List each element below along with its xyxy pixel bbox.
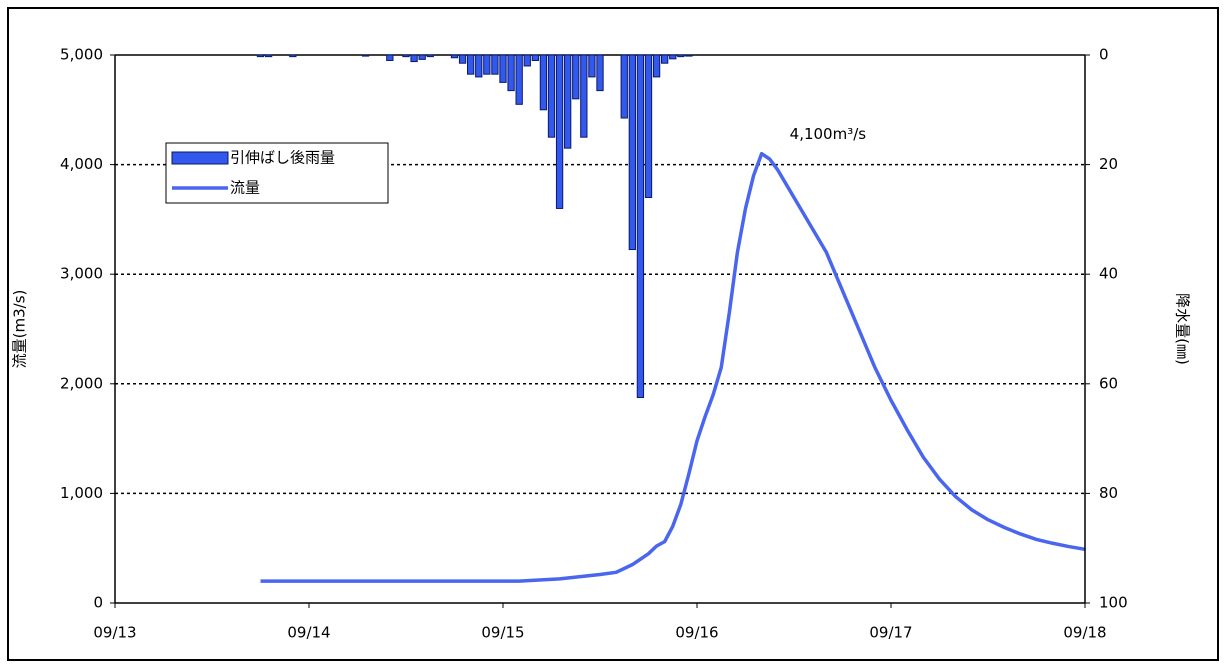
rain-bar xyxy=(564,54,572,149)
x-tick-label: 09/18 xyxy=(1063,624,1106,642)
rain-bar xyxy=(669,54,677,60)
rain-bar xyxy=(636,54,645,398)
rain-bar xyxy=(523,54,531,67)
rain-bar xyxy=(491,54,499,75)
y2-tick-label: 100 xyxy=(1099,594,1128,612)
legend-label: 流量 xyxy=(230,179,260,197)
rain-bar xyxy=(475,54,483,78)
rain-bar xyxy=(685,54,693,57)
rain-bar xyxy=(450,54,459,59)
rain-bar xyxy=(652,54,661,78)
rain-bar xyxy=(507,54,515,92)
y-tick-label: 4,000 xyxy=(60,155,103,173)
chart-frame xyxy=(7,7,1219,661)
rain-bar xyxy=(256,54,265,58)
x-tick-label: 09/16 xyxy=(675,624,718,642)
y2-tick-label: 60 xyxy=(1099,374,1118,392)
x-tick-label: 09/14 xyxy=(287,624,330,642)
rain-bar xyxy=(402,54,410,58)
rain-bar xyxy=(547,54,556,138)
x-tick-label: 09/15 xyxy=(481,624,524,642)
y-axis-label: 流量(m3/s) xyxy=(11,290,29,369)
rain-bar xyxy=(386,54,394,61)
y-tick-label: 2,000 xyxy=(60,374,103,392)
legend-label: 引伸ばし後雨量 xyxy=(230,149,335,167)
rain-bar xyxy=(677,54,685,58)
peak-annotation: 4,100m³/s xyxy=(790,125,867,143)
y2-axis-label: 降水量(㎜) xyxy=(1174,293,1192,365)
rain-bar xyxy=(418,54,426,60)
y-tick-label: 3,000 xyxy=(60,265,103,283)
y2-tick-label: 40 xyxy=(1099,265,1118,283)
rain-bar xyxy=(588,54,596,78)
legend-swatch xyxy=(171,151,229,165)
x-tick-label: 09/17 xyxy=(869,624,912,642)
rain-bar xyxy=(596,54,604,92)
rain-bar xyxy=(264,54,273,58)
rain-bar xyxy=(483,54,491,75)
y2-tick-label: 80 xyxy=(1099,484,1118,502)
rain-bar xyxy=(572,54,580,100)
rain-bar xyxy=(458,54,467,64)
rain-bar xyxy=(628,54,636,251)
rain-bar xyxy=(661,54,669,64)
flow-line xyxy=(260,151,1086,583)
y-tick-label: 5,000 xyxy=(60,46,103,64)
rain-bar xyxy=(555,54,564,209)
rain-bar xyxy=(515,54,523,105)
rain-bar xyxy=(289,54,297,58)
rain-bar xyxy=(539,54,548,111)
rain-bar xyxy=(426,54,434,58)
rain-bar xyxy=(499,54,507,83)
rain-bar xyxy=(644,54,653,198)
x-tick-label: 09/13 xyxy=(93,624,136,642)
y-tick-label: 1,000 xyxy=(60,484,103,502)
rain-bar xyxy=(620,54,628,119)
y2-tick-label: 0 xyxy=(1099,46,1109,64)
rain-bar xyxy=(361,54,370,57)
rain-bar xyxy=(580,54,588,138)
y-tick-label: 0 xyxy=(93,594,103,612)
rain-bar xyxy=(410,54,418,63)
y2-tick-label: 20 xyxy=(1099,155,1118,173)
rain-bar xyxy=(467,54,475,75)
rain-bar xyxy=(531,54,539,61)
